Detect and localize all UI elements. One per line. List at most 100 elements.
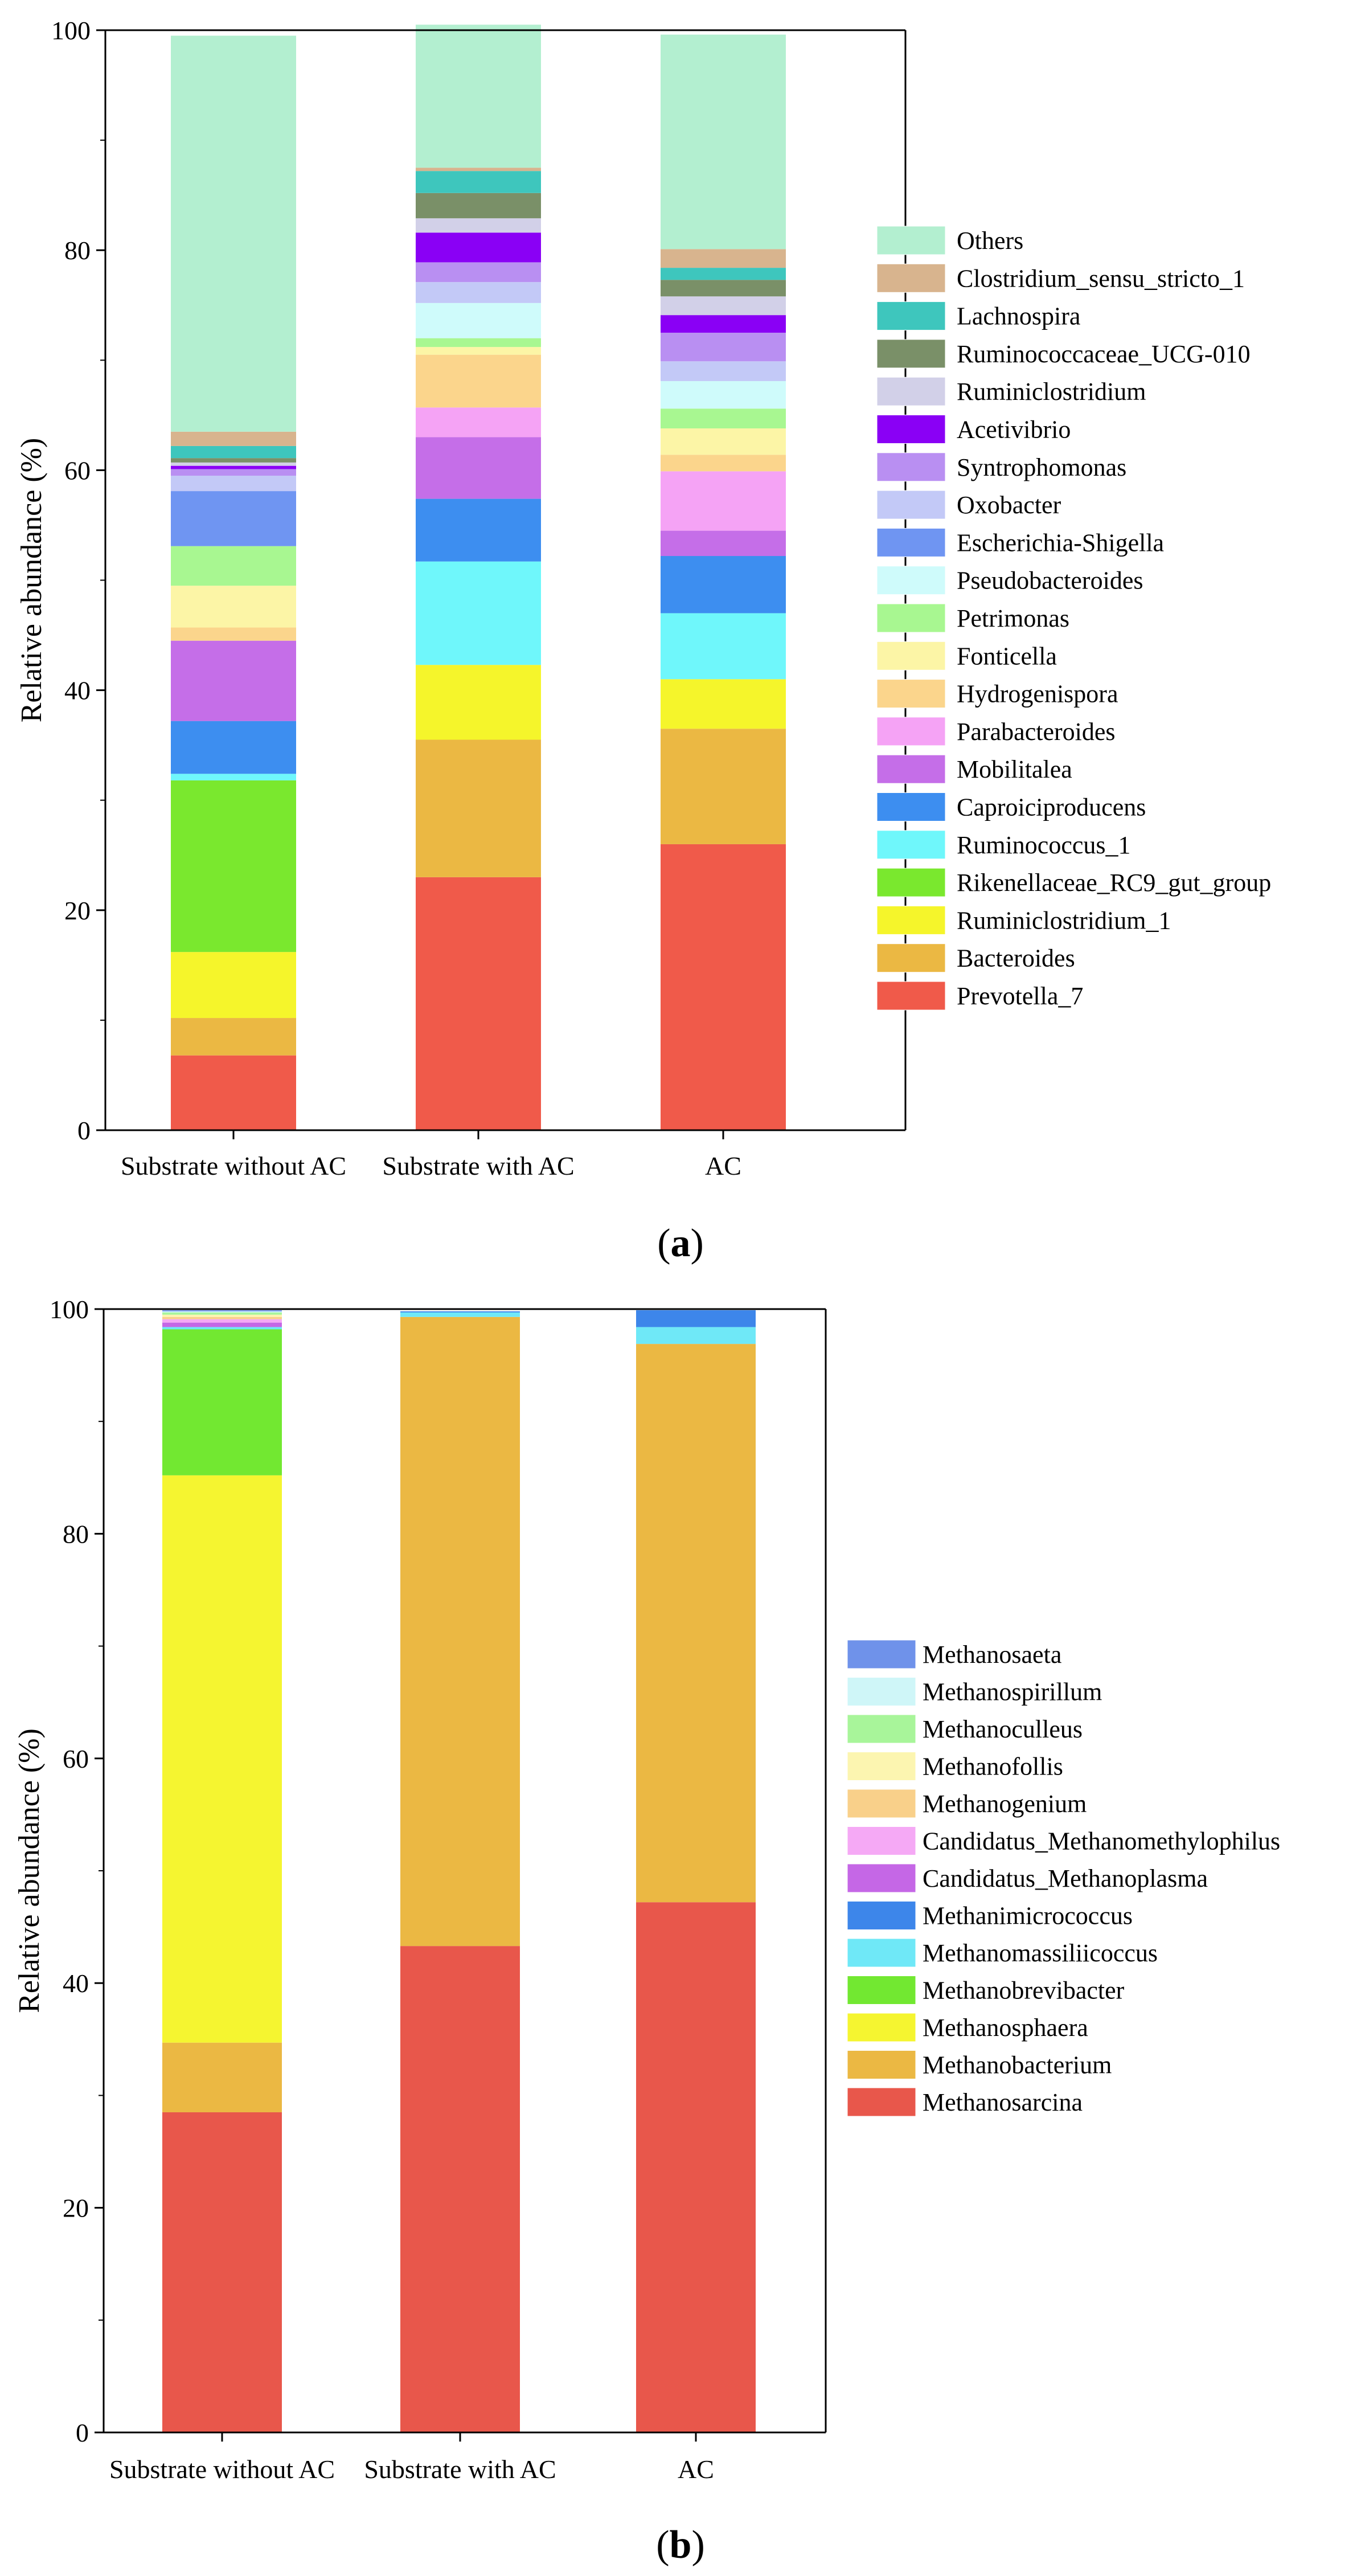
y-tick-label: 40 [63, 1969, 89, 1998]
legend-label-syntrophomonas: Syntrophomonas [957, 453, 1126, 481]
legend-swatch-mobilitalea [876, 754, 946, 784]
bar-segment-ruminiclostridium-ac [661, 296, 786, 316]
bar-segment-caproiciproducens-substrate-without-ac [171, 721, 296, 774]
bar-segment-rikenellaceae-rc9-gut-group-substrate-without-ac [171, 780, 296, 952]
legend-swatch-bacteroides [876, 943, 946, 973]
bar-segment-methanosphaera-substrate-without-ac [162, 1475, 282, 2043]
bar-segment-candidatus-methanoplasma-substrate-without-ac [162, 1322, 282, 1327]
bar-segment-methanomassiliicoccus-ac [636, 1327, 756, 1344]
bar-segment-bacteroides-substrate-without-ac [171, 1018, 296, 1056]
bar-segment-methanimicrococcus-substrate-with-ac [400, 1311, 520, 1312]
bar-segment-petrimonas-substrate-without-ac [171, 546, 296, 586]
legend-label-prevotella-7: Prevotella_7 [957, 982, 1083, 1010]
legend-label-oxobacter: Oxobacter [957, 491, 1061, 519]
y-tick-label: 20 [64, 896, 91, 925]
legend-label-lachnospira: Lachnospira [957, 302, 1080, 330]
bar-segment-acetivibrio-substrate-with-ac [416, 232, 541, 263]
bar-segment-acetivibrio-ac [661, 315, 786, 333]
legend-label-methanosphaera: Methanosphaera [923, 2014, 1088, 2042]
bar-segment-prevotella-7-ac [661, 844, 786, 1130]
bar-segment-caproiciproducens-substrate-with-ac [416, 498, 541, 562]
bar-segment-ruminococcus-1-substrate-without-ac [171, 774, 296, 780]
bar-segment-methanobacterium-substrate-without-ac [162, 2042, 282, 2112]
legend-label-candidatus-methanomethylophilus: Candidatus_Methanomethylophilus [923, 1827, 1280, 1855]
bar-segment-methanosaeta-substrate-without-ac [162, 1310, 282, 1311]
bar-segment-clostridium-sensu-stricto-1-substrate-without-ac [171, 431, 296, 446]
legend-label-ruminiclostridium: Ruminiclostridium [957, 378, 1146, 406]
x-tick-label-substrate-without-ac: Substrate without AC [109, 2455, 335, 2484]
bar-segment-ruminiclostridium-1-substrate-without-ac [171, 952, 296, 1019]
legend-label-methanosarcina: Methanosarcina [923, 2088, 1083, 2116]
legend-swatch-caproiciproducens [876, 792, 946, 821]
bar-segment-acetivibrio-substrate-without-ac [171, 465, 296, 469]
legend-swatch-ruminiclostridium [876, 377, 946, 406]
legend-swatch-escherichia-shigella [876, 528, 946, 557]
bar-segment-methanosarcina-substrate-without-ac [162, 2112, 282, 2432]
y-tick-label: 0 [76, 2418, 89, 2447]
bar-segment-caproiciproducens-ac [661, 556, 786, 614]
bar-segment-ruminiclostridium-substrate-with-ac [416, 218, 541, 233]
panel-caption: (a) [657, 1221, 704, 1265]
y-tick-label: 100 [51, 16, 91, 45]
legend-label-fonticella: Fonticella [957, 642, 1057, 670]
legend-swatch-methanobrevibacter [847, 1976, 916, 2005]
legend-label-candidatus-methanoplasma: Candidatus_Methanoplasma [923, 1864, 1208, 1892]
bar-segment-methanosarcina-substrate-with-ac [400, 1946, 520, 2432]
legend-swatch-methanosphaera [847, 2013, 916, 2042]
legend-swatch-oxobacter [876, 490, 946, 520]
y-axis-title: Relative abundance (%) [13, 1728, 46, 2013]
legend-label-petrimonas: Petrimonas [957, 604, 1069, 632]
legend-label-acetivibrio: Acetivibrio [957, 416, 1071, 444]
bar-segment-methanobrevibacter-substrate-without-ac [162, 1329, 282, 1475]
y-tick-label: 80 [63, 1519, 89, 1548]
bar-segment-syntrophomonas-substrate-with-ac [416, 262, 541, 283]
bar-segment-lachnospira-substrate-without-ac [171, 445, 296, 459]
x-tick-label-ac: AC [705, 1151, 741, 1180]
bar-segment-candidatus-methanomethylophilus-substrate-without-ac [162, 1319, 282, 1323]
bar-segment-petrimonas-substrate-with-ac [416, 338, 541, 347]
bar-segment-methanoculleus-substrate-without-ac [162, 1312, 282, 1315]
legend-label-mobilitalea: Mobilitalea [957, 755, 1072, 783]
bar-segment-bacteroides-substrate-with-ac [416, 739, 541, 877]
y-tick-label: 60 [64, 456, 91, 485]
legend-label-methanobrevibacter: Methanobrevibacter [923, 1977, 1125, 2005]
bar-segment-hydrogenispora-substrate-with-ac [416, 354, 541, 408]
bar-segment-prevotella-7-substrate-without-ac [171, 1055, 296, 1130]
bar-segment-oxobacter-substrate-with-ac [416, 282, 541, 303]
bar-segment-fonticella-substrate-with-ac [416, 347, 541, 355]
legend-label-ruminococcaceae-ucg-010: Ruminococcaceae_UCG-010 [957, 340, 1251, 368]
panel-a: 0 20 40 60 80 100 Substrate without AC Substrat… [15, 16, 1271, 1265]
legend-label-methanosaeta: Methanosaeta [923, 1641, 1061, 1669]
legend-label-caproiciproducens: Caproiciproducens [957, 794, 1146, 821]
legend-label-escherichia-shigella: Escherichia-Shigella [957, 529, 1164, 557]
bar-segment-methanobacterium-substrate-with-ac [400, 1316, 520, 1947]
legend-swatch-acetivibrio [876, 415, 946, 444]
bar-segment-others-substrate-without-ac [171, 35, 296, 432]
bar-segment-mobilitalea-substrate-with-ac [416, 437, 541, 499]
legend-label-methanomassiliicoccus: Methanomassiliicoccus [923, 1939, 1158, 1967]
bar-segment-mobilitalea-substrate-without-ac [171, 640, 296, 721]
y-tick-label: 40 [64, 676, 91, 705]
bar-segment-ruminococcus-1-substrate-with-ac [416, 561, 541, 665]
legend-label-bacteroides: Bacteroides [957, 944, 1075, 972]
bar-segment-ruminococcus-1-ac [661, 613, 786, 680]
legend-swatch-methanofollis [847, 1752, 916, 1781]
legend-swatch-methanobacterium [847, 2050, 916, 2079]
legend-label-methanogenium: Methanogenium [923, 1790, 1087, 1818]
bar-segment-methanomassiliicoccus-substrate-with-ac [400, 1312, 520, 1317]
legend-swatch-candidatus-methanomethylophilus [847, 1826, 916, 1855]
legend-label-methanimicrococcus: Methanimicrococcus [923, 1902, 1133, 1930]
legend-swatch-petrimonas [876, 603, 946, 633]
bar-segment-methanosarcina-ac [636, 1902, 756, 2432]
legend-swatch-pseudobacteroides [876, 566, 946, 595]
legend-label-methanoculleus: Methanoculleus [923, 1715, 1083, 1743]
bar-segment-fonticella-substrate-without-ac [171, 586, 296, 628]
legend-swatch-candidatus-methanoplasma [847, 1863, 916, 1893]
bar-segment-escherichia-shigella-substrate-without-ac [171, 491, 296, 546]
bar-segment-prevotella-7-substrate-with-ac [416, 877, 541, 1130]
bar-segment-oxobacter-ac [661, 361, 786, 381]
bar-segment-methanospirillum-substrate-without-ac [162, 1311, 282, 1312]
legend-swatch-methanospirillum [847, 1677, 916, 1706]
legend-label-rikenellaceae-rc9-gut-group: Rikenellaceae_RC9_gut_group [957, 869, 1271, 897]
